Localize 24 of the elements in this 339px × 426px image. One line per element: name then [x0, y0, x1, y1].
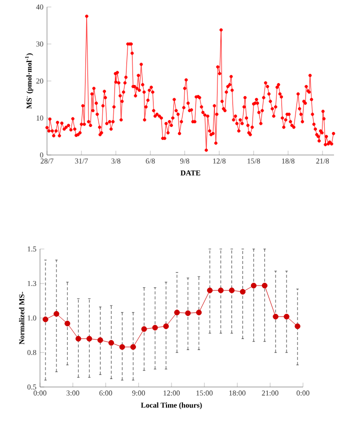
point — [240, 288, 246, 295]
point — [207, 288, 213, 294]
point — [97, 337, 104, 343]
point — [108, 340, 114, 346]
point — [272, 314, 278, 320]
point — [119, 344, 126, 350]
point — [54, 311, 60, 317]
point — [228, 288, 235, 294]
point — [141, 326, 147, 332]
point — [174, 310, 180, 316]
point — [130, 344, 136, 350]
point — [218, 288, 224, 294]
point — [76, 336, 82, 342]
point — [262, 282, 268, 288]
point — [64, 320, 70, 326]
point — [163, 323, 169, 330]
point — [42, 316, 48, 322]
point — [152, 324, 158, 330]
point — [294, 323, 300, 330]
point — [185, 310, 191, 316]
point — [284, 314, 290, 320]
point — [250, 282, 257, 288]
point — [196, 310, 202, 316]
point — [86, 336, 92, 342]
